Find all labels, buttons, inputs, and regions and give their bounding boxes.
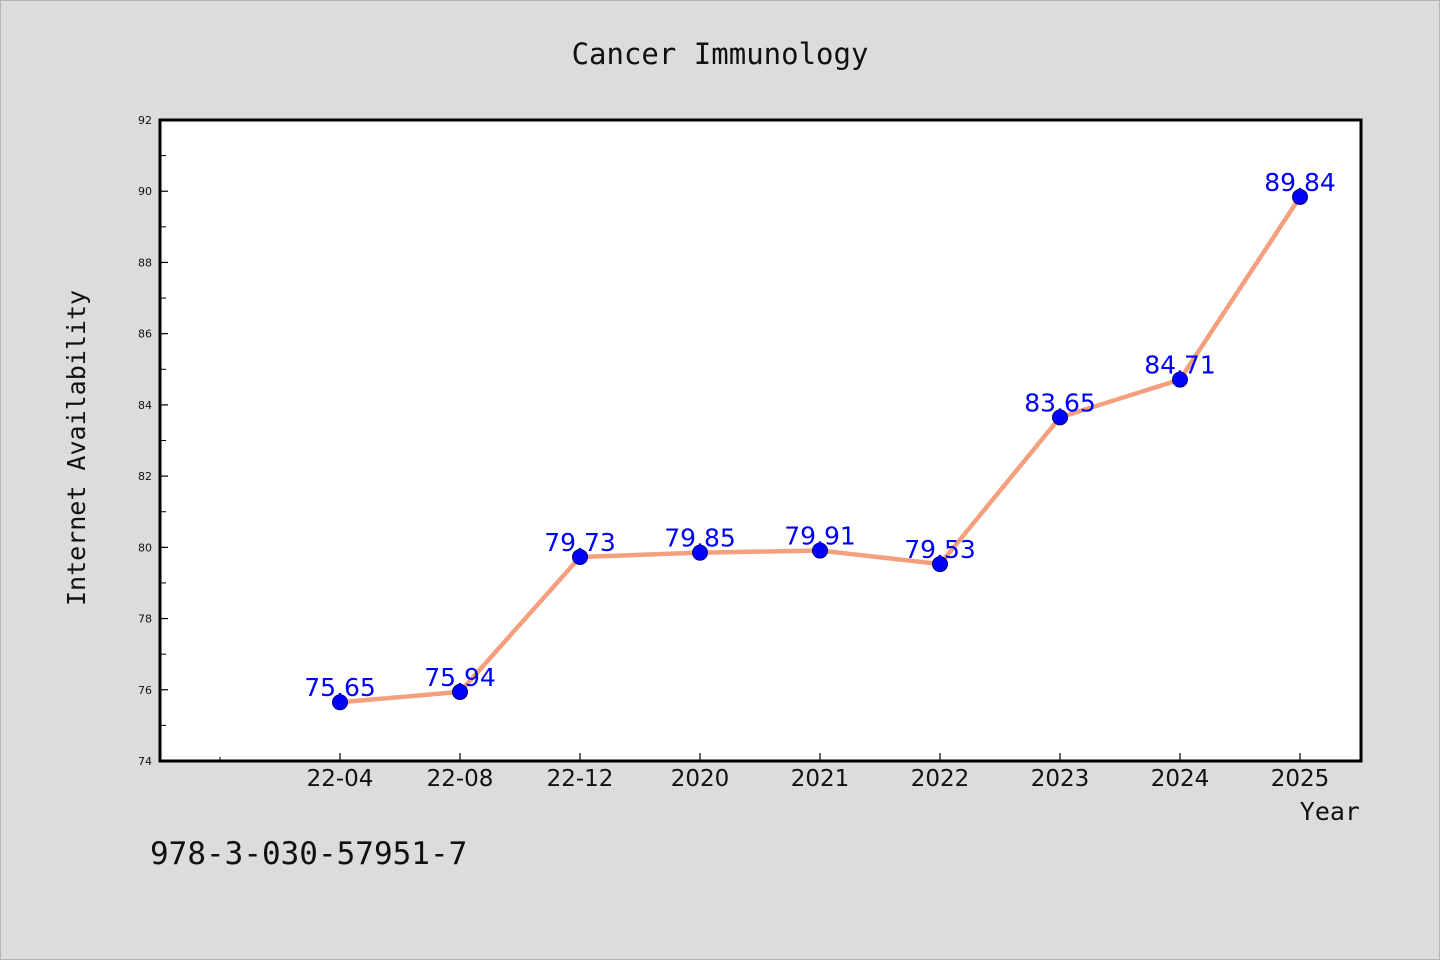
x-axis-label: Year	[1300, 797, 1360, 826]
x-tick-label: 2023	[1031, 766, 1090, 792]
data-label: 79.73	[544, 528, 616, 557]
y-tick-label: 84	[138, 399, 152, 412]
footer-note: 978-3-030-57951-7	[150, 836, 467, 872]
data-point	[452, 683, 468, 700]
data-label: 75.94	[424, 663, 496, 692]
x-tick-label: 2020	[671, 766, 730, 792]
data-label: 75.65	[304, 673, 376, 702]
data-point	[332, 694, 348, 711]
y-tick-label: 78	[138, 613, 152, 626]
x-tick-label: 2025	[1271, 766, 1330, 792]
y-tick-label: 90	[138, 185, 152, 198]
data-point	[812, 542, 828, 559]
y-tick-label: 76	[138, 684, 152, 697]
data-point	[1052, 409, 1068, 426]
plot-area	[158, 118, 1363, 763]
x-tick-label: 2024	[1151, 766, 1210, 792]
y-tick-label: 82	[138, 470, 152, 483]
data-point	[692, 544, 708, 561]
data-point	[572, 548, 588, 565]
data-point	[1172, 371, 1188, 388]
data-label: 84.71	[1144, 351, 1216, 380]
x-tick-label: 2022	[911, 766, 970, 792]
data-labels: 75.65 75.94 79.73 79.85 79.91 79.53 83.65 84.71…	[304, 168, 1336, 702]
data-point	[932, 556, 948, 573]
y-tick-label: 88	[138, 256, 152, 269]
y-tick-label: 74	[138, 755, 152, 768]
data-label: 89.84	[1264, 168, 1336, 197]
x-axis: 22-04 22-08 22-12 2020 2021 2022 2023 2024 2025	[219, 753, 1330, 792]
y-axis: 74 76 78 80 82 84 86 88 90 92	[138, 114, 168, 768]
y-axis-label: Internet Availability	[62, 290, 91, 606]
x-tick-label: 22-12	[547, 766, 614, 792]
data-label: 79.53	[904, 535, 976, 564]
x-tick-label: 22-08	[427, 766, 494, 792]
data-point	[1292, 188, 1308, 205]
y-tick-label: 86	[138, 328, 152, 341]
data-label: 83.65	[1024, 388, 1096, 417]
chart-title: Cancer Immunology	[572, 37, 869, 71]
data-label: 79.85	[664, 524, 736, 553]
series-layer	[332, 188, 1308, 711]
data-label: 79.91	[784, 522, 856, 551]
x-tick-label: 2021	[791, 766, 850, 792]
x-tick-label: 22-04	[307, 766, 374, 792]
y-tick-label: 92	[138, 114, 152, 127]
y-tick-label: 80	[138, 541, 152, 554]
